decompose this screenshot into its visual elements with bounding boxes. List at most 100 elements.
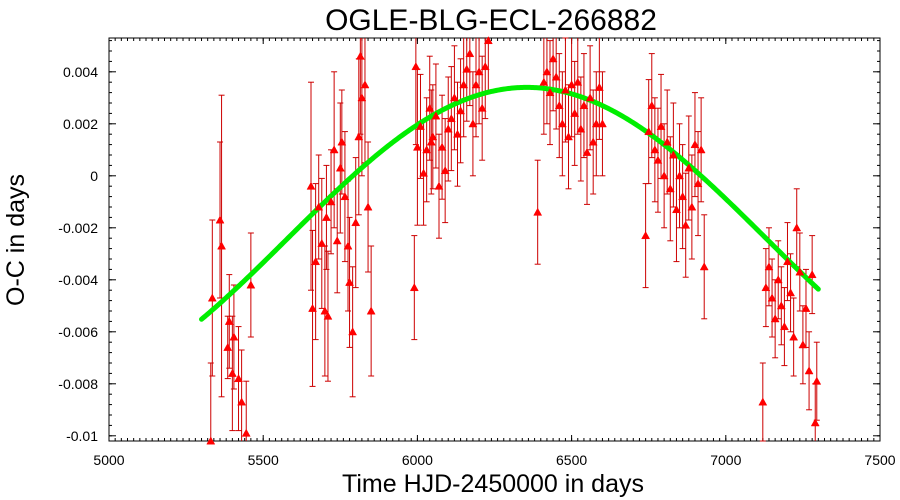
data-point <box>431 111 441 120</box>
data-point <box>308 303 317 312</box>
data-point <box>311 257 321 266</box>
fit-curve-line <box>199 84 821 322</box>
data-point <box>570 108 580 117</box>
data-point <box>332 236 342 245</box>
data-point <box>355 51 365 60</box>
x-tick-label: 7500 <box>864 452 895 468</box>
data-point <box>653 155 663 164</box>
data-point <box>223 342 233 351</box>
data-point <box>795 267 805 276</box>
data-point <box>764 262 774 271</box>
data-point <box>776 301 786 310</box>
y-tick-label: -0.008 <box>58 376 98 392</box>
data-point <box>453 129 462 138</box>
data-point <box>548 54 558 63</box>
data-point <box>321 212 331 221</box>
data-point <box>687 202 697 211</box>
data-point <box>357 93 367 102</box>
data-point <box>786 288 795 297</box>
data-point <box>343 241 353 250</box>
x-tick-label: 6000 <box>402 452 433 468</box>
data-point <box>471 80 481 89</box>
data-point <box>443 124 453 133</box>
y-tick-label: -0.006 <box>58 324 98 340</box>
data-point <box>241 428 251 437</box>
data-point <box>678 192 688 201</box>
data-point <box>416 121 425 130</box>
data-point <box>363 202 373 211</box>
data-point <box>598 119 607 128</box>
error-bars <box>207 37 820 442</box>
data-point <box>767 293 777 302</box>
data-point <box>477 103 487 112</box>
data-point <box>542 67 552 76</box>
data-point <box>314 202 324 211</box>
data-point <box>419 168 428 177</box>
data-point <box>675 171 684 180</box>
data-point <box>770 314 780 323</box>
data-point <box>761 283 771 292</box>
data-point <box>567 80 577 89</box>
y-tick-label: -0.002 <box>58 220 98 236</box>
y-axis-label: O-C in days <box>2 174 30 306</box>
y-tick-label: -0.01 <box>66 428 98 444</box>
data-point <box>668 150 678 159</box>
data-point <box>335 163 345 172</box>
data-point <box>672 205 681 214</box>
data-point <box>462 64 472 73</box>
fit-curve <box>199 84 821 322</box>
data-point <box>588 137 598 146</box>
data-point <box>812 376 822 385</box>
data-point <box>564 132 573 141</box>
data-point <box>533 207 543 216</box>
x-tick-label: 6500 <box>556 452 587 468</box>
data-point <box>425 103 435 112</box>
data-point <box>783 257 792 266</box>
data-point <box>306 181 316 190</box>
plot-frame <box>108 37 881 442</box>
data-point <box>665 184 675 193</box>
data-point <box>465 49 475 58</box>
data-point <box>229 332 239 341</box>
data-point <box>696 145 706 154</box>
data-point <box>662 137 672 146</box>
data-point <box>545 88 555 97</box>
chart-title: OGLE-BLG-ECL-266882 <box>325 4 657 37</box>
data-point <box>693 179 703 188</box>
data-point <box>237 397 247 406</box>
data-point <box>206 436 216 445</box>
data-point <box>428 132 438 141</box>
y-tick-label: 0.002 <box>63 116 98 132</box>
data-point <box>474 67 484 76</box>
data-point <box>789 332 799 341</box>
data-point <box>773 275 783 284</box>
data-point <box>804 366 814 375</box>
data-point <box>798 340 808 349</box>
x-tick-labels: 5000 5500 6000 6500 7000 7500 <box>93 452 895 468</box>
data-point <box>317 238 327 247</box>
y-tick-label: 0 <box>90 168 98 184</box>
data-point <box>351 218 361 227</box>
data-point <box>792 223 802 232</box>
data-point <box>456 106 466 115</box>
data-point <box>573 77 583 86</box>
data-point <box>801 303 811 312</box>
data-point <box>641 231 651 240</box>
y-tick-label: 0.004 <box>63 64 98 80</box>
data-point <box>217 241 226 250</box>
data-point <box>440 166 450 175</box>
data-point <box>409 283 419 292</box>
data-point <box>480 62 490 71</box>
data-point <box>690 140 700 149</box>
data-point <box>348 327 358 336</box>
data-point <box>224 316 234 325</box>
data-point <box>437 142 447 151</box>
data-point <box>337 137 347 146</box>
major-ticks <box>108 38 881 441</box>
data-point <box>426 137 436 146</box>
x-tick-label: 5500 <box>248 452 279 468</box>
data-point <box>320 306 330 315</box>
data-point <box>579 101 589 110</box>
data-point <box>644 127 654 136</box>
data-point <box>422 145 432 154</box>
